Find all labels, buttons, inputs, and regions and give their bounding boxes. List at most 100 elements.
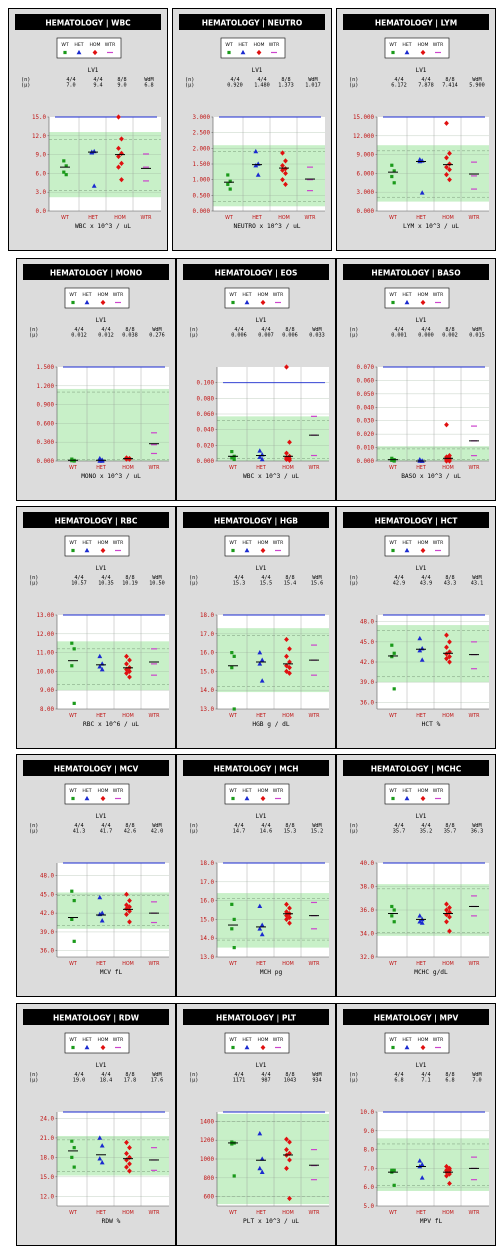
stats-col-label: 4/4 [74, 1072, 83, 1078]
data-point [259, 1156, 265, 1161]
data-point [151, 444, 157, 446]
x-axis-label: PLT x 10^3 / uL [243, 1218, 299, 1225]
data-point [70, 1139, 74, 1143]
legend-label: HET [402, 292, 411, 298]
legend-marker [84, 547, 90, 553]
y-tick-label: 17.0 [200, 880, 214, 886]
data-point [311, 928, 317, 930]
data-point [419, 920, 425, 925]
legend-marker [275, 1046, 281, 1049]
legend-label: WT [69, 540, 77, 546]
legend-marker [231, 300, 235, 305]
stats-group-label: LV1 [96, 813, 107, 820]
y-tick-label: 15.0 [40, 1175, 54, 1181]
data-point [447, 659, 452, 665]
stats-col-label: WdM [472, 327, 481, 333]
legend-label: HET [402, 788, 411, 794]
data-point [390, 914, 394, 918]
normal-range-band [217, 416, 329, 461]
data-point [116, 164, 121, 170]
x-category-label: HOM [122, 713, 134, 719]
title-bar [183, 1009, 329, 1025]
stats-col-label: WdM [152, 575, 161, 581]
stats-value: 15.4 [284, 581, 297, 587]
legend-label: HET [402, 1037, 411, 1043]
legend-box [384, 37, 450, 59]
data-point [392, 181, 396, 185]
stats-value: 0.002 [442, 333, 458, 339]
stats-col-label: 4/4 [234, 575, 243, 581]
y-tick-label: 3.000 [357, 190, 375, 196]
legend-label: WTR [269, 42, 280, 48]
stats-row-label: (μ) [349, 1078, 358, 1084]
stats-group-label: LV1 [256, 813, 267, 820]
chart-svg: HEMATOLOGY | PLT WT HET HOM WTR LV1 (n)(μ) 4/4 4… [183, 1009, 329, 1225]
data-point [390, 655, 394, 659]
stats-col-label: 8/8 [281, 77, 290, 83]
data-point [259, 678, 265, 683]
stats-row-label: (n) [29, 575, 38, 581]
y-tick-label: 0.0 [36, 209, 47, 215]
data-point [230, 651, 234, 655]
title-bar [343, 1009, 489, 1025]
legend-marker [107, 51, 113, 54]
data-point [471, 895, 477, 897]
chart-panel: HEMATOLOGY | HCT WT HET HOM WTR LV1 (n) (μ) 4/4 4… [336, 506, 496, 749]
stats-value: 6.8 [144, 83, 153, 89]
stats-col-label: 4/4 [234, 823, 243, 829]
data-point [471, 1179, 477, 1181]
data-point [230, 666, 234, 670]
legend-marker [115, 797, 121, 800]
stats-value: 1171 [233, 1078, 246, 1084]
legend-box [224, 783, 290, 805]
stats-col-label: 8/8 [285, 823, 294, 829]
chart-svg: HEMATOLOGY | RBC WT HET HOM WTR LV1 (n)(μ) 4/4 4… [23, 512, 169, 728]
x-category-label: WT [389, 961, 397, 967]
stats-row-label: (n) [29, 1072, 38, 1078]
x-category-label: WTR [148, 1210, 160, 1216]
chart-panel: HEMATOLOGY | LYM WT HET HOM WTR LV1 (n) (μ) 4/4 4… [336, 8, 496, 251]
stats-col-label: 4/4 [394, 327, 403, 333]
stats-row-label: (μ) [349, 581, 358, 587]
legend-label: HET [82, 292, 91, 298]
stats-row-label: (μ) [189, 581, 198, 587]
y-tick-label: 14.0 [200, 688, 214, 694]
data-point [97, 664, 103, 669]
stats-value: 10.57 [71, 581, 87, 587]
y-tick-label: 0.900 [37, 403, 55, 409]
data-point [253, 148, 259, 154]
data-point [284, 1147, 289, 1153]
legend-marker [244, 1044, 250, 1050]
stats-col-label: 4/4 [74, 823, 83, 829]
y-tick-label: 18.0 [40, 1155, 54, 1161]
y-tick-label: 9.0 [36, 153, 47, 159]
stats-col-label: 4/4 [261, 1072, 270, 1078]
y-tick-label: 0.100 [197, 381, 215, 387]
y-tick-label: 0.020 [357, 432, 375, 438]
data-point [119, 177, 124, 183]
data-point [471, 188, 477, 190]
stats-col-label: 4/4 [74, 327, 83, 333]
x-category-label: WT [229, 1210, 237, 1216]
stats-col-label: WdM [472, 575, 481, 581]
y-tick-label: 16.0 [200, 899, 214, 905]
y-tick-label: 48.0 [360, 620, 374, 626]
stats-row-label: (n) [185, 77, 194, 83]
data-point [232, 946, 236, 950]
legend-marker [271, 51, 277, 54]
data-point [392, 1168, 396, 1172]
legend-marker [404, 795, 410, 801]
data-point [390, 456, 394, 460]
chart-svg: HEMATOLOGY | HGB WT HET HOM WTR LV1 (n)(μ) 4/4 4… [183, 512, 329, 728]
stats-row-label: (n) [349, 823, 358, 829]
legend-label: WT [389, 42, 397, 48]
data-point [119, 160, 124, 166]
data-point [151, 663, 157, 665]
x-category-label: WT [389, 465, 397, 471]
legend-label: HET [82, 788, 91, 794]
y-tick-label: 18.0 [200, 613, 214, 619]
chart-svg: HEMATOLOGY | RDW WT HET HOM WTR LV1 (n)(μ) 4/4 4… [23, 1009, 169, 1225]
data-point [257, 650, 263, 655]
y-tick-label: 13.00 [37, 613, 55, 619]
x-axis-label: MPV fL [420, 1218, 443, 1225]
